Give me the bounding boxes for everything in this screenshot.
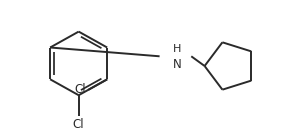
Text: Cl: Cl: [75, 83, 86, 96]
Text: Cl: Cl: [73, 118, 84, 131]
Text: H: H: [173, 44, 181, 54]
Text: N: N: [173, 58, 182, 71]
